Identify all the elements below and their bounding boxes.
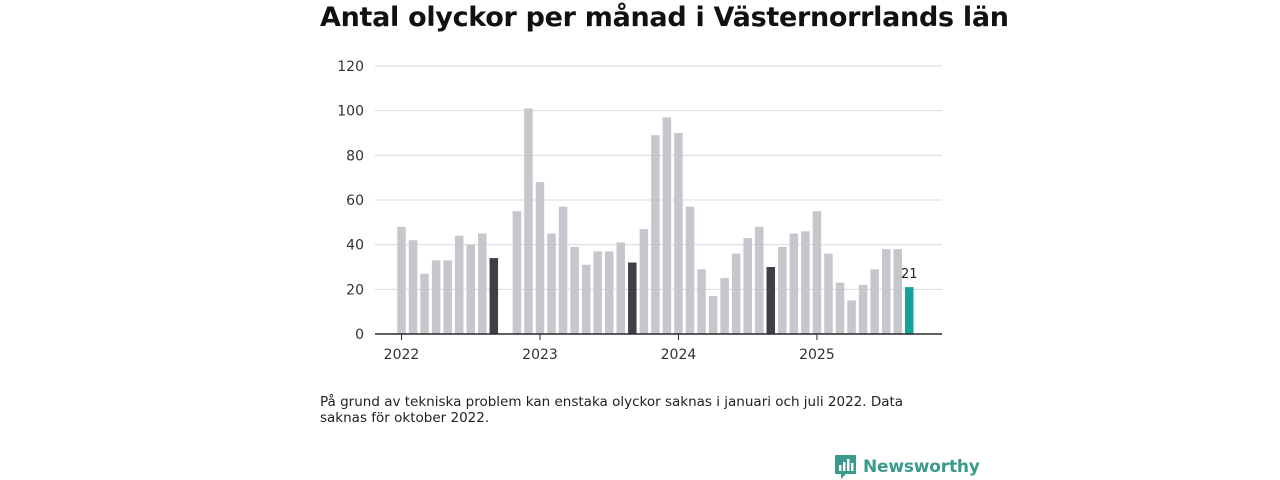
bar-2024-03 [697, 269, 706, 334]
bar-2023-04 [570, 246, 579, 334]
x-axis-ticks: 2022 2023 2024 2025 [384, 334, 835, 363]
x-tick-label: 2023 [522, 347, 558, 363]
y-tick-label: 60 [346, 193, 364, 209]
bar-2024-04 [708, 296, 718, 334]
bar-2023-12 [662, 117, 672, 334]
bar-2024-09 [766, 267, 776, 334]
bar-2025-03 [835, 282, 845, 334]
value-labels: 21 [901, 267, 918, 282]
bar-2022-01 [397, 226, 406, 334]
bar-2023-05 [581, 264, 591, 334]
bar-2025-08 [893, 249, 902, 334]
bar-2024-11 [789, 233, 799, 334]
bar-2022-09 [489, 258, 499, 334]
bar-2023-01 [535, 182, 545, 334]
bar-2023-07 [604, 251, 614, 334]
bar-2023-08 [616, 242, 626, 334]
x-tick-label: 2024 [661, 347, 697, 363]
bar-2024-10 [778, 246, 787, 334]
y-tick-label: 100 [337, 104, 364, 120]
bar-2024-07 [743, 237, 752, 334]
bar-2024-06 [731, 253, 741, 334]
x-tick-label: 2025 [799, 347, 835, 363]
brand-name: Newsworthy [863, 457, 980, 477]
bar-2025-07 [881, 249, 891, 334]
bar-2024-08 [754, 226, 764, 334]
brand-logo[interactable]: Newsworthy [834, 454, 980, 480]
bar-2025-06 [870, 269, 879, 334]
bar-2022-11 [512, 211, 522, 334]
x-tick-label: 2022 [384, 347, 420, 363]
bar-2023-06 [593, 251, 602, 334]
bar-chart: 0 20 40 60 80 100 120 2022 2023 2024 2025 21 [337, 59, 942, 363]
bar-2023-10 [639, 229, 649, 334]
bar-2022-04 [431, 260, 441, 334]
chart-title: Antal olyckor per månad i Västernorrland… [320, 2, 1009, 33]
bar-2023-11 [651, 135, 660, 334]
bar-2025-02 [824, 253, 833, 334]
value-label-current-month: 21 [901, 267, 918, 282]
y-tick-label: 0 [355, 327, 364, 343]
y-tick-label: 20 [346, 282, 364, 298]
bar-2022-08 [478, 233, 487, 334]
bar-2025-05 [858, 284, 868, 334]
bar-2023-02 [547, 233, 556, 334]
bar-2025-04 [847, 300, 856, 334]
bar-2022-07 [466, 244, 475, 334]
bar-2025-01 [812, 211, 822, 334]
bar-2023-09 [628, 262, 637, 334]
bar-2022-06 [454, 235, 464, 334]
bar-2025-09 [905, 287, 914, 334]
bars [397, 108, 914, 334]
bar-2022-12 [524, 108, 533, 334]
bar-2024-01 [674, 133, 683, 334]
footnote: På grund av tekniska problem kan enstaka… [320, 394, 904, 426]
bar-2022-05 [443, 260, 452, 334]
bar-2023-03 [558, 206, 568, 334]
bar-2022-03 [420, 273, 429, 334]
bar-2024-02 [685, 206, 695, 334]
y-axis-ticks: 0 20 40 60 80 100 120 [337, 59, 364, 343]
y-tick-label: 80 [346, 148, 364, 164]
y-tick-label: 120 [337, 59, 364, 75]
bar-2024-05 [720, 278, 729, 334]
bar-2024-12 [801, 231, 810, 334]
bar-2022-02 [408, 240, 418, 334]
y-tick-label: 40 [346, 238, 364, 254]
newsworthy-logo-icon [835, 455, 856, 479]
